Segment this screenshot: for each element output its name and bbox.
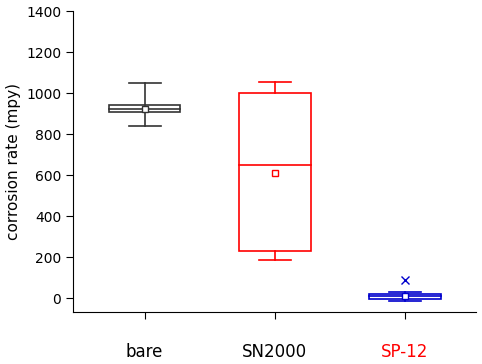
Bar [109, 105, 180, 112]
Bar [369, 293, 441, 299]
Y-axis label: corrosion rate (mpy): corrosion rate (mpy) [6, 83, 21, 240]
Bar [239, 93, 310, 251]
Text: bare: bare [126, 343, 163, 361]
Text: SN2000: SN2000 [242, 343, 308, 361]
Text: SP-12: SP-12 [381, 343, 428, 361]
